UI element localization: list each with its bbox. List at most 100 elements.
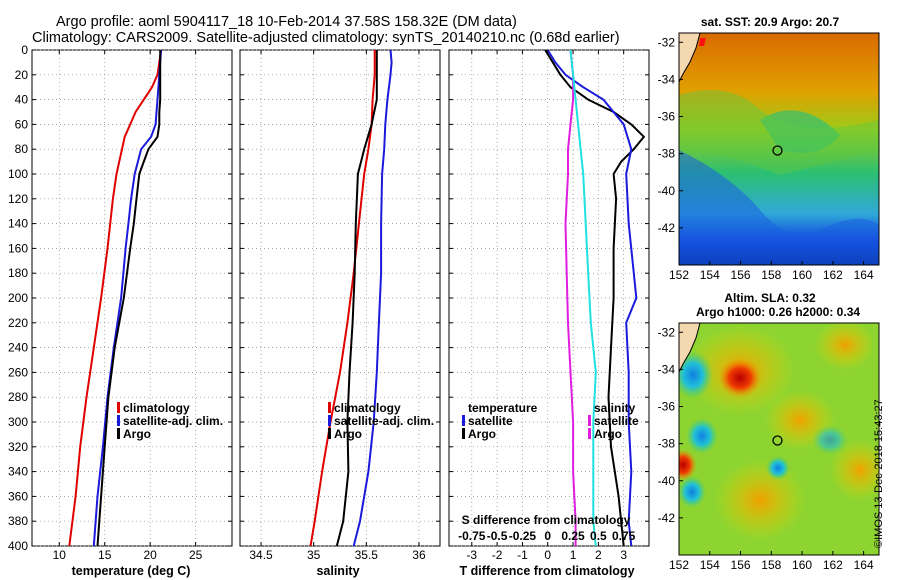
x-tick-label: 3 (620, 548, 627, 562)
sst-map-title: sat. SST: 20.9 Argo: 20.7 (701, 15, 840, 29)
map-x-tick-label: 158 (761, 268, 781, 282)
salinity-ticks: 34.5 35 35.5 36 (240, 49, 440, 562)
series-line-argo (335, 50, 378, 547)
temperature-legend: climatology satellite-adj. clim. Argo (117, 401, 223, 441)
temperature-panel: 0 20 40 60 80 100 120 140 160 180 200 220 240 260 280 3… (8, 43, 233, 578)
legend-label-t-satellite: satellite (468, 414, 513, 428)
y-tick-label: 120 (8, 192, 28, 206)
sla-field (679, 323, 879, 555)
s-tick-label: -0.25 (509, 529, 537, 543)
series-line-climatology (309, 50, 376, 547)
y-tick-label: 60 (15, 117, 29, 131)
legend-swatch-argo (117, 428, 120, 439)
series-line-satellite-adj-clim- (352, 49, 393, 547)
map-x-tick-label: 158 (761, 558, 781, 572)
sst-map-ticks: 152 154 156 158 160 162 164 -32 -34 -36 -38 -40 -42 (658, 35, 874, 282)
x-tick-label: 35.5 (355, 548, 379, 562)
legend-label-argo: Argo (123, 427, 151, 441)
y-tick-label: 0 (21, 43, 28, 57)
legend-swatch-argo (328, 428, 331, 439)
series-line-t-argo (544, 49, 645, 547)
legend-label-argo: Argo (334, 427, 362, 441)
s-tick-label: 0 (544, 529, 551, 543)
legend-label-t-argo: Argo (468, 427, 496, 441)
s-tick-label: 0.75 (612, 529, 636, 543)
map-y-tick-label: -40 (658, 474, 676, 488)
coastline (679, 33, 701, 83)
temperature-grid (32, 49, 232, 547)
y-tick-label: 260 (8, 365, 28, 379)
series-line-t-satellite (546, 49, 638, 547)
x-tick-label: -1 (517, 548, 528, 562)
x-tick-label: -2 (492, 548, 503, 562)
s-difference-ticks: -0.75 -0.5 -0.25 0 0.25 0.5 0.75 (458, 529, 636, 543)
legend-label-satellite: satellite-adj. clim. (123, 414, 223, 428)
y-tick-label: 380 (8, 514, 28, 528)
x-tick-label: 15 (98, 548, 112, 562)
map-x-tick-label: 162 (823, 558, 843, 572)
map-y-tick-label: -42 (658, 221, 676, 235)
map-y-tick-label: -38 (658, 437, 676, 451)
map-y-tick-label: -32 (658, 325, 676, 339)
temperature-ticks: 0 20 40 60 80 100 120 140 160 180 200 220 240 260 280 3… (8, 43, 232, 562)
series-line-argo (96, 50, 162, 547)
sst-map-panel: sat. SST: 20.9 Argo: 20.7 152 154 156 158 16… (658, 15, 880, 282)
series-line-s-satellite (569, 49, 597, 547)
map-x-tick-label: 152 (669, 558, 689, 572)
sst-cool-tongue (679, 150, 879, 265)
map-y-tick-label: -42 (658, 511, 676, 525)
temperature-xlabel: temperature (deg C) (72, 564, 191, 578)
x-tick-label: 36 (412, 548, 426, 562)
x-tick-label: 10 (53, 548, 67, 562)
header-line-1: Argo profile: aoml 5904117_18 10-Feb-201… (56, 14, 517, 30)
sla-map-title: Altim. SLA: 0.32 (724, 291, 816, 305)
map-y-tick-label: -38 (658, 147, 676, 161)
legend-label-s-satellite: satellite (594, 414, 639, 428)
y-tick-label: 40 (15, 93, 29, 107)
header-line-2: Climatology: CARS2009. Satellite-adjuste… (32, 30, 620, 46)
imos-credit: ©IMOS 13-Dec-2018 15:43:27 (873, 399, 885, 548)
temperature-lines (68, 49, 163, 547)
y-tick-label: 320 (8, 440, 28, 454)
salinity-lines (309, 49, 393, 547)
sla-warm-patch (830, 440, 879, 500)
map-x-tick-label: 162 (823, 268, 843, 282)
sla-hot-spot (679, 449, 697, 481)
legend-swatch-t-argo (462, 428, 465, 439)
legend-title-salinity: salinity (594, 401, 636, 415)
legend-swatch-climatology (117, 402, 120, 413)
s-tick-label: 0.5 (590, 529, 607, 543)
x-tick-label: -3 (466, 548, 477, 562)
sla-warm-patch (815, 323, 875, 370)
sla-map-panel: Altim. SLA: 0.32 Argo h1000: 0.26 h2000:… (658, 291, 880, 572)
map-y-tick-label: -36 (658, 400, 676, 414)
x-tick-label: 34.5 (249, 548, 273, 562)
sla-cool-eddy (812, 425, 848, 455)
legend-label-climatology: climatology (123, 401, 190, 415)
y-tick-label: 280 (8, 390, 28, 404)
y-tick-label: 140 (8, 217, 28, 231)
sst-field (679, 33, 879, 265)
map-x-tick-label: 164 (854, 558, 874, 572)
y-tick-label: 220 (8, 316, 28, 330)
y-tick-label: 20 (15, 68, 29, 82)
x-tick-label: 20 (144, 548, 158, 562)
salinity-panel: 34.5 35 35.5 36 climatology satellite-adj. … (239, 49, 441, 578)
sst-green-band (679, 90, 879, 175)
argo-float-marker (772, 435, 783, 446)
legend-swatch-satellite (117, 415, 120, 426)
difference-xlabel: T difference from climatology (459, 564, 634, 578)
sla-warm-patch (715, 460, 805, 540)
sla-map-subtitle: Argo h1000: 0.26 h2000: 0.34 (696, 305, 860, 319)
s-tick-label: -0.75 (458, 529, 486, 543)
sla-hot-spot (718, 358, 762, 398)
difference-grid (449, 49, 649, 547)
y-tick-label: 360 (8, 489, 28, 503)
coast-red-pixels (699, 38, 706, 46)
difference-panel: -3 -2 -1 0 1 2 3 temperature satellite Argo sa… (448, 49, 650, 578)
sla-map-frame (678, 322, 880, 556)
legend-label-climatology: climatology (334, 401, 401, 415)
sla-cool-eddy (679, 351, 713, 399)
argo-float-marker (772, 145, 783, 156)
